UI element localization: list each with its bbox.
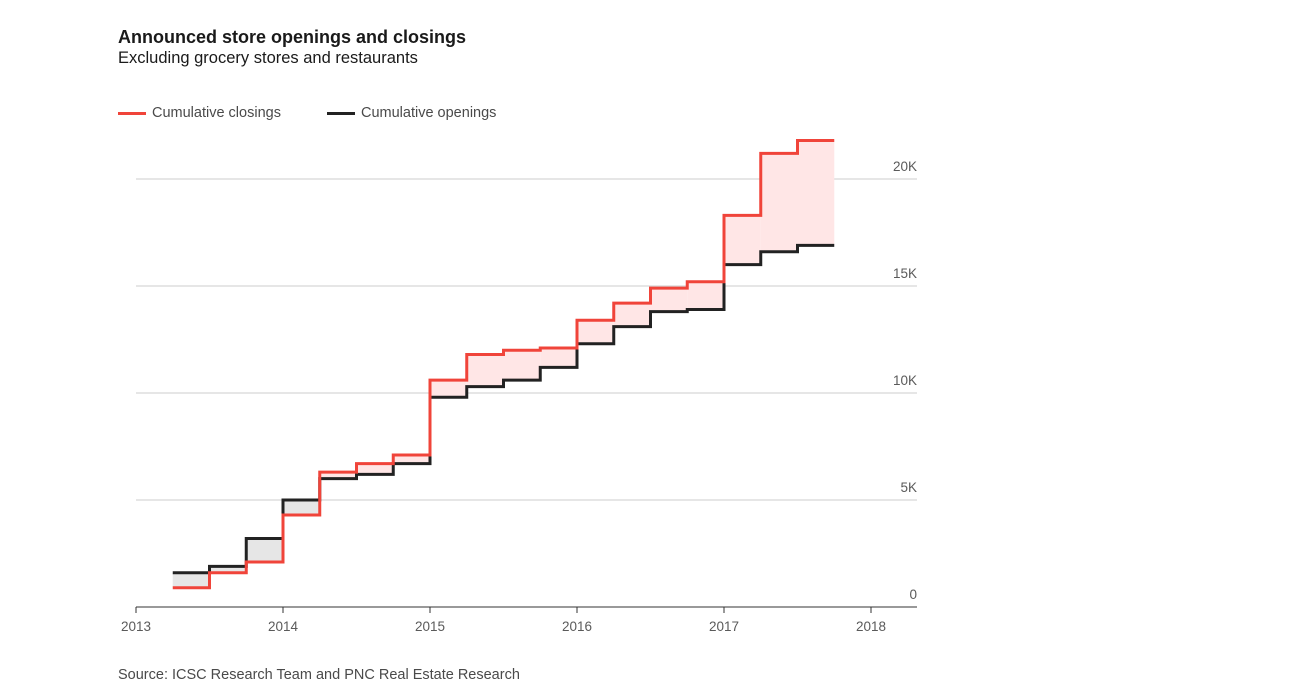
x-tick-label-5: 2018 xyxy=(856,619,886,634)
shade-segment-9 xyxy=(503,350,541,381)
x-tick-label-3: 2016 xyxy=(562,619,592,634)
legend-label-closings: Cumulative closings xyxy=(152,105,281,121)
legend-swatch-openings xyxy=(327,111,355,115)
shade-segment-2 xyxy=(246,538,283,563)
y-tick-label-1: 5K xyxy=(900,480,917,495)
legend-label-openings: Cumulative openings xyxy=(361,105,497,121)
legend-swatch-closings xyxy=(118,111,146,115)
chart-subtitle: Excluding grocery stores and restaurants xyxy=(118,49,418,67)
shade-segment-10 xyxy=(540,348,577,368)
series-line-openings xyxy=(172,243,835,575)
x-tick-label-4: 2017 xyxy=(709,619,739,634)
shade-segment-1 xyxy=(209,566,247,573)
x-tick-label-0: 2013 xyxy=(121,619,151,634)
series-line-closings xyxy=(172,138,835,590)
y-tick-label-0: 0 xyxy=(909,587,917,602)
shade-segment-7 xyxy=(430,380,467,398)
shade-segment-0 xyxy=(172,572,210,588)
shade-segment-5 xyxy=(356,463,394,475)
x-tick-label-2: 2015 xyxy=(415,619,445,634)
shade-segment-16 xyxy=(760,153,798,252)
shade-segment-12 xyxy=(613,303,651,327)
shade-segment-15 xyxy=(724,215,761,265)
y-tick-label-2: 10K xyxy=(893,373,917,388)
shade-segment-3 xyxy=(283,500,320,515)
shade-segment-13 xyxy=(650,288,688,312)
legend-item-closings: Cumulative closings xyxy=(118,105,281,121)
y-tick-label-4: 20K xyxy=(893,159,917,174)
shade-segment-6 xyxy=(393,455,430,464)
x-tick-label-1: 2014 xyxy=(268,619,299,634)
shade-segment-8 xyxy=(466,354,504,387)
shade-segment-17 xyxy=(797,140,835,246)
source-note: Source: ICSC Research Team and PNC Real … xyxy=(118,667,520,683)
shade-segment-14 xyxy=(687,281,724,310)
shade-segment-11 xyxy=(577,320,614,344)
y-tick-label-3: 15K xyxy=(893,266,917,281)
shade-segment-4 xyxy=(319,472,357,479)
legend-item-openings: Cumulative openings xyxy=(327,105,496,121)
chart-title: Announced store openings and closings xyxy=(118,27,467,47)
